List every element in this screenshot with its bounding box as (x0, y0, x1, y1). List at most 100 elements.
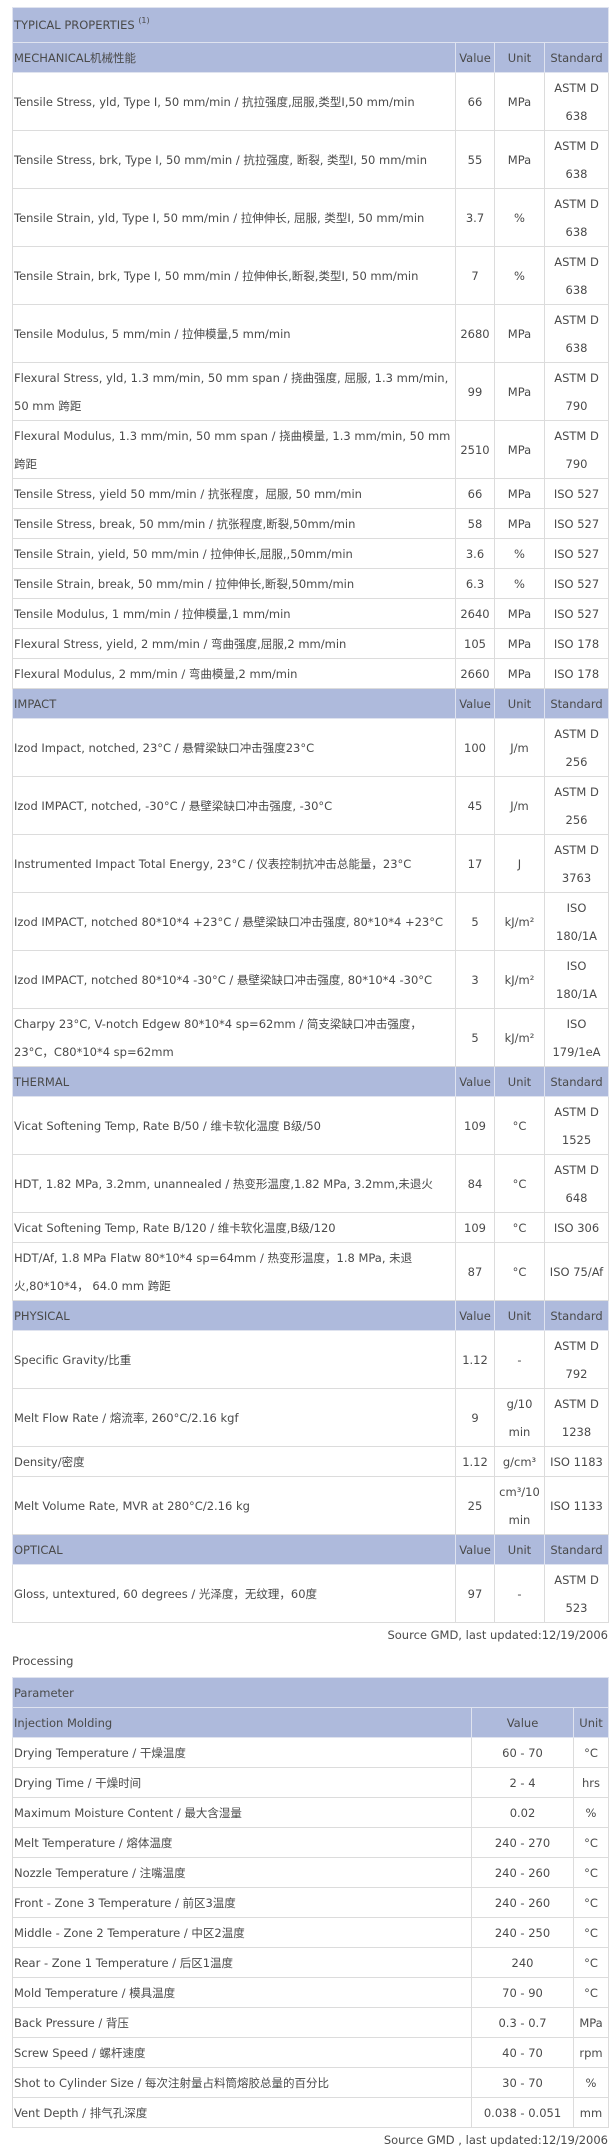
value-header: Value (455, 1534, 495, 1565)
property-unit: MPa (494, 508, 545, 539)
value-header: Value (455, 1066, 495, 1097)
property-name: Tensile Strain, yield, 50 mm/min / 拉伸伸长,… (12, 538, 456, 569)
processing-header-row: Parameter (11, 1677, 610, 1708)
property-name: Tensile Stress, yield 50 mm/min / 抗张程度，屈… (12, 478, 456, 509)
table-row: Tensile Modulus, 5 mm/min / 拉伸模量,5 mm/mi… (12, 304, 610, 363)
table-row: Drying Temperature / 干燥温度 60 - 70 °C (12, 1737, 610, 1768)
property-unit: MPa (494, 420, 545, 479)
table-row: Shot to Cylinder Size / 每次注射量占料筒熔胶总量的百分比… (12, 2067, 610, 2098)
property-name: Flexural Modulus, 2 mm/min / 弯曲模量,2 mm/m… (12, 658, 456, 689)
parameter-unit: °C (572, 1827, 610, 1858)
parameter-unit: °C (572, 1917, 610, 1948)
table-row: Charpy 23°C, V-notch Edgew 80*10*4 sp=62… (12, 1008, 610, 1067)
processing-label: Processing (12, 1654, 74, 1668)
unit-header: Unit (494, 42, 545, 73)
property-value: 1.12 (455, 1446, 495, 1477)
property-unit: MPa (494, 130, 545, 189)
property-standard: ISO 179/1eA (543, 1008, 610, 1067)
table-row: Izod Impact, notched, 23°C / 悬臂梁缺口冲击强度23… (12, 718, 610, 777)
parameter-value: 240 - 270 (471, 1827, 574, 1858)
property-value: 3.7 (455, 188, 495, 247)
value-header: Value (455, 1300, 495, 1331)
property-name: Specific Gravity/比重 (12, 1330, 456, 1389)
property-unit: kJ/m² (494, 950, 545, 1009)
property-standard: ISO 527 (543, 568, 610, 599)
parameter-value: 240 - 260 (471, 1887, 574, 1918)
property-standard: ASTM D 638 (543, 72, 610, 131)
parameter-name: Rear - Zone 1 Temperature / 后区1温度 (12, 1947, 472, 1978)
table-row: Izod IMPACT, notched 80*10*4 -30°C / 悬壁梁… (12, 950, 610, 1009)
property-unit: J/m (494, 776, 545, 835)
parameter-unit: % (572, 2067, 610, 2098)
section-title: IMPACT (12, 688, 456, 719)
property-name: Instrumented Impact Total Energy, 23°C /… (12, 834, 456, 893)
unit-header: Unit (494, 1534, 545, 1565)
parameter-name: Vent Depth / 排气孔深度 (12, 2097, 472, 2128)
table-row: Front - Zone 3 Temperature / 前区3温度 240 - … (12, 1887, 610, 1918)
parameter-name: Shot to Cylinder Size / 每次注射量占料筒熔胶总量的百分比 (12, 2067, 472, 2098)
property-name: Melt Flow Rate / 熔流率, 260°C/2.16 kgf (12, 1388, 456, 1447)
standard-header: Standard (543, 1534, 610, 1565)
property-value: 2510 (455, 420, 495, 479)
parameter-unit: °C (572, 1947, 610, 1978)
property-name: Charpy 23°C, V-notch Edgew 80*10*4 sp=62… (12, 1008, 456, 1067)
property-unit: % (494, 538, 545, 569)
property-unit: MPa (494, 598, 545, 629)
property-unit: % (494, 568, 545, 599)
section-title: THERMAL (12, 1066, 456, 1097)
property-name: Melt Volume Rate, MVR at 280°C/2.16 kg (12, 1476, 456, 1535)
property-standard: ASTM D 638 (543, 188, 610, 247)
property-unit: g/cm³ (494, 1446, 545, 1477)
table-row: Vicat Softening Temp, Rate B/120 / 维卡软化温… (12, 1212, 610, 1243)
table-row: Tensile Modulus, 1 mm/min / 拉伸模量,1 mm/mi… (12, 598, 610, 629)
property-value: 84 (455, 1154, 495, 1213)
property-standard: ISO 1183 (543, 1446, 610, 1477)
parameter-unit: °C (572, 1977, 610, 2008)
property-name: Vicat Softening Temp, Rate B/50 / 维卡软化温度… (12, 1096, 456, 1155)
unit-header: Unit (494, 1066, 545, 1097)
parameter-name: Back Pressure / 背压 (12, 2007, 472, 2038)
property-standard: ASTM D 256 (543, 718, 610, 777)
table-row: Back Pressure / 背压 0.3 - 0.7 MPa (12, 2007, 610, 2038)
table-row: Tensile Strain, yld, Type I, 50 mm/min /… (12, 188, 610, 247)
section-header-row: THERMAL Value Unit Standard (12, 1066, 610, 1097)
parameter-unit: °C (572, 1887, 610, 1918)
property-name: Flexural Stress, yield, 2 mm/min / 弯曲强度,… (12, 628, 456, 659)
property-unit: MPa (494, 478, 545, 509)
section-title: PHYSICAL (12, 1300, 456, 1331)
typical-properties-table: TYPICAL PROPERTIES (1) MECHANICAL机械性能 Val… (11, 7, 610, 1623)
property-standard: ISO 180/1A (543, 950, 610, 1009)
property-unit: °C (494, 1096, 545, 1155)
property-value: 1.12 (455, 1330, 495, 1389)
property-unit: - (494, 1330, 545, 1389)
table-row: Izod IMPACT, notched 80*10*4 +23°C / 悬壁梁… (12, 892, 610, 951)
table-title-row: TYPICAL PROPERTIES (1) (11, 7, 610, 43)
property-value: 7 (455, 246, 495, 305)
parameter-value: 240 - 250 (471, 1917, 574, 1948)
table-row: Maximum Moisture Content / 最大含湿量 0.02% (12, 1797, 610, 1828)
parameter-name: Middle - Zone 2 Temperature / 中区2温度 (12, 1917, 472, 1948)
property-unit: kJ/m² (494, 1008, 545, 1067)
table-row: Density/密度 1.12 g/cm³ ISO 1183 (12, 1446, 610, 1477)
property-value: 2660 (455, 658, 495, 689)
property-name: Tensile Stress, yld, Type I, 50 mm/min /… (12, 72, 456, 131)
processing-table: Parameter Injection Molding Value Unit D… (11, 1677, 610, 2128)
table-row: Melt Volume Rate, MVR at 280°C/2.16 kg 25… (12, 1476, 610, 1535)
parameter-name: Front - Zone 3 Temperature / 前区3温度 (12, 1887, 472, 1918)
table-row: Mold Temperature / 模具温度 70 - 90 °C (12, 1977, 610, 2008)
parameter-unit: °C (572, 1857, 610, 1888)
properties-source-note: Source GMD, last updated:12/19/2006 (387, 1628, 608, 1642)
property-unit: g/10 min (494, 1388, 545, 1447)
property-name: Vicat Softening Temp, Rate B/120 / 维卡软化温… (12, 1212, 456, 1243)
value-header: Value (471, 1707, 574, 1738)
table-row: Tensile Stress, yield 50 mm/min / 抗张程度，屈… (12, 478, 610, 509)
table-row: Tensile Stress, yld, Type I, 50 mm/min /… (12, 72, 610, 131)
parameter-unit: % (572, 1797, 610, 1828)
property-standard: ASTM D 1525 (543, 1096, 610, 1155)
property-unit: - (494, 1564, 545, 1623)
table-row: Flexural Stress, yield, 2 mm/min / 弯曲强度,… (12, 628, 610, 659)
property-name: Tensile Strain, yld, Type I, 50 mm/min /… (12, 188, 456, 247)
standard-header: Standard (543, 1300, 610, 1331)
parameter-value: 70 - 90 (471, 1977, 574, 2008)
property-value: 100 (455, 718, 495, 777)
